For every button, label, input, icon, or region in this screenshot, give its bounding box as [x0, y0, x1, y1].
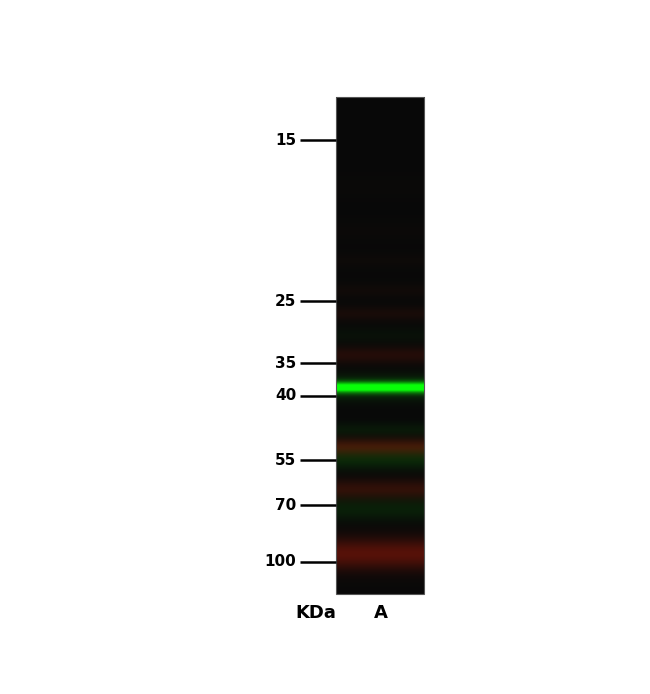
Bar	[335, 96, 424, 593]
Text: 70: 70	[275, 498, 296, 513]
Text: 25: 25	[275, 294, 296, 309]
Text: 40: 40	[275, 389, 296, 403]
Text: 15: 15	[275, 133, 296, 148]
Text: A: A	[374, 604, 388, 623]
Text: 55: 55	[275, 452, 296, 468]
Text: 100: 100	[265, 554, 296, 569]
Text: KDa: KDa	[295, 604, 336, 623]
Text: 35: 35	[275, 356, 296, 371]
